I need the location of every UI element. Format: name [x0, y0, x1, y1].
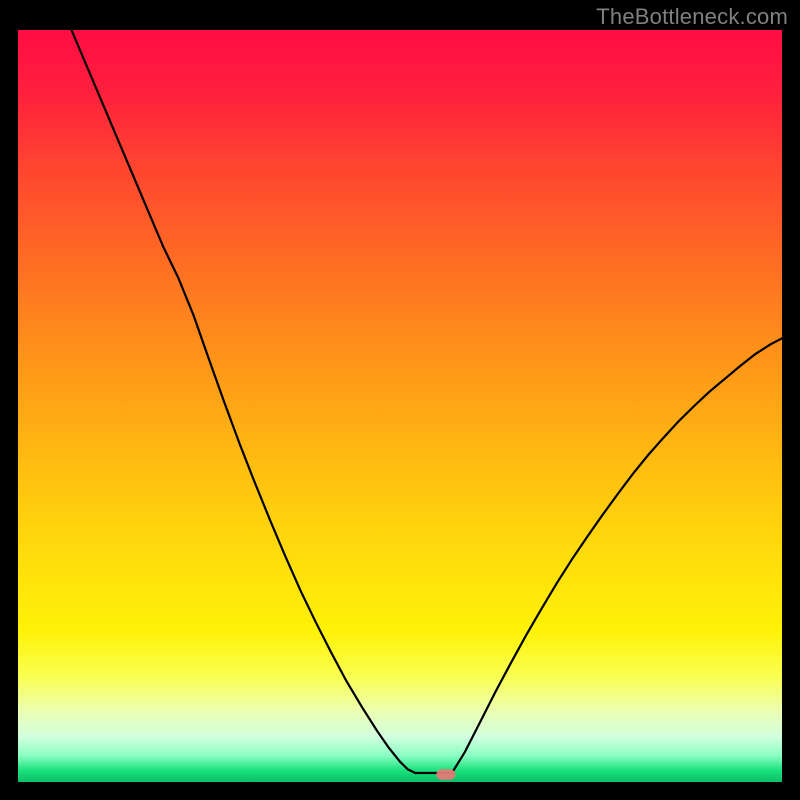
chart-frame: TheBottleneck.com	[0, 0, 800, 800]
optimal-marker	[436, 769, 455, 780]
bottleneck-chart	[18, 30, 782, 782]
plot-area	[18, 30, 782, 782]
gradient-background	[18, 30, 782, 782]
watermark-text: TheBottleneck.com	[596, 4, 788, 30]
